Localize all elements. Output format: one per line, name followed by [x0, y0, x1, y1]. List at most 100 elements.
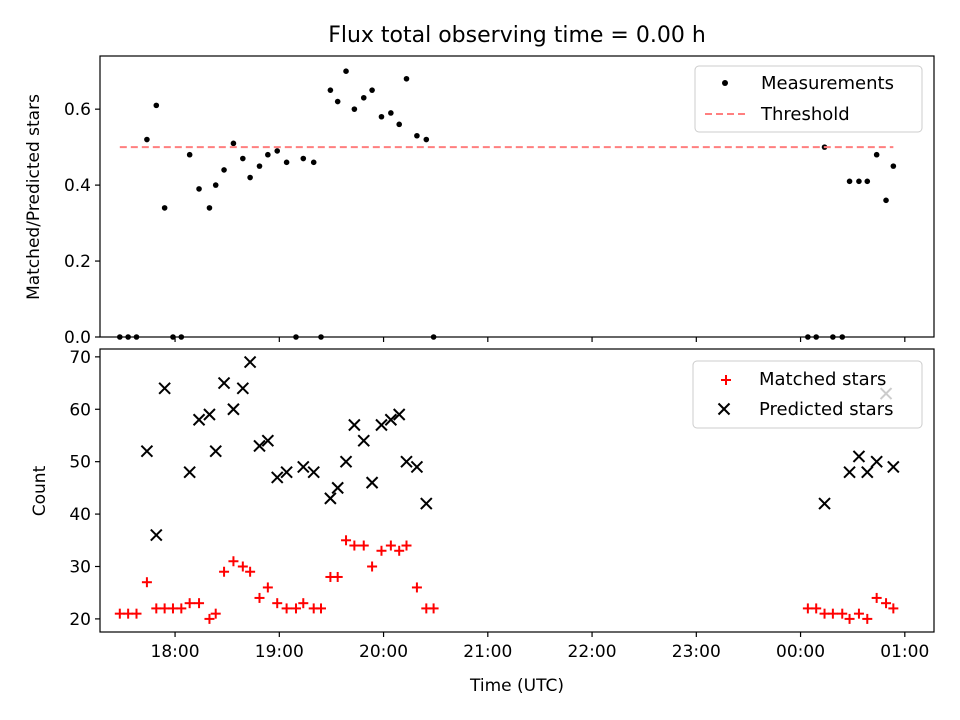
measurement-point: [423, 136, 430, 143]
measurement-point: [221, 167, 227, 173]
predicted-stars-point: [243, 355, 257, 369]
bottom-panel: 20 30 40 50 60 70 18:00 19:00 20:00 21:00 22:00 23…: [30, 348, 935, 696]
y-tick-label: 0.4: [64, 176, 91, 196]
measurement-point: [161, 205, 168, 211]
x-axis-label: Time (UTC): [469, 676, 564, 696]
bottom-x-ticks: 18:00 19:00 20:00 21:00 22:00 23:00 00:00 01:00: [151, 632, 929, 662]
measurement-point: [327, 87, 334, 93]
measurement-point: [883, 197, 889, 204]
matched-stars-point: [204, 613, 215, 624]
predicted-stars-point: [253, 439, 266, 453]
predicted-stars-point: [818, 497, 831, 510]
predicted-stars-point: [150, 528, 163, 542]
matched-stars-point: [272, 598, 283, 609]
predicted-stars-point: [400, 455, 413, 468]
top-y-ticks: 0.0 0.2 0.4 0.6: [64, 100, 100, 348]
top-y-axis-label: Matched/Predicted stars: [24, 94, 44, 300]
y-tick-label: 50: [69, 453, 91, 473]
legend-matched-marker: [721, 375, 731, 385]
measurement-point: [212, 182, 219, 188]
y-tick-label: 60: [69, 400, 91, 420]
measurement-point: [334, 98, 341, 105]
matched-stars-point: [114, 608, 125, 619]
predicted-stars-point: [843, 465, 856, 479]
predicted-stars-point: [158, 382, 171, 395]
matched-stars-point: [411, 582, 422, 593]
measurement-point: [196, 186, 202, 192]
matched-stars-point: [151, 603, 162, 614]
measurement-point: [343, 68, 349, 74]
predicted-stars-point: [357, 434, 370, 447]
bottom-y-axis-label: Count: [30, 465, 50, 516]
predicted-stars-point: [140, 444, 154, 458]
measurement-point: [206, 205, 213, 211]
matched-stars-point: [184, 598, 195, 609]
chart-title: Flux total observing time = 0.00 h: [328, 23, 706, 48]
matched-stars-point: [385, 540, 396, 551]
measurement-point: [230, 140, 237, 147]
matched-stars-point: [141, 577, 152, 588]
matched-stars-point: [428, 603, 439, 614]
matched-stars-point: [210, 608, 221, 619]
matched-stars-point: [844, 613, 855, 624]
x-tick-label: 20:00: [359, 642, 408, 662]
predicted-stars-point: [227, 403, 240, 416]
predicted-stars-point: [365, 476, 379, 489]
predicted-stars-point: [852, 450, 866, 463]
measurement-point: [864, 178, 871, 185]
matched-stars-point: [802, 603, 813, 614]
matched-stars-point: [358, 540, 369, 551]
measurement-point: [240, 155, 246, 162]
matched-stars-point: [262, 582, 273, 593]
predicted-stars-point: [324, 492, 337, 505]
x-tick-label: 00:00: [776, 642, 825, 662]
predicted-stars-point: [192, 413, 206, 426]
predicted-stars-point: [236, 382, 250, 395]
measurement-point: [144, 136, 150, 143]
measurement-point: [265, 151, 271, 158]
matched-stars-point: [228, 556, 239, 567]
matched-stars-point: [819, 608, 830, 619]
legend-measurements-marker: [722, 80, 728, 86]
matched-stars-point: [194, 598, 205, 609]
predicted-stars-point: [297, 460, 310, 474]
predicted-stars-point: [348, 418, 361, 432]
measurement-point: [369, 87, 375, 93]
predicted-stars-point: [375, 418, 388, 432]
y-tick-label: 70: [69, 348, 91, 368]
measurement-point: [856, 178, 862, 185]
measurement-point: [283, 159, 290, 166]
bottom-y-ticks: 20 30 40 50 60 70: [69, 348, 100, 630]
predicted-stars-point: [870, 455, 883, 468]
predicted-stars-point: [271, 471, 284, 484]
matched-stars-point: [401, 540, 412, 551]
y-tick-label: 0.2: [64, 252, 91, 272]
predicted-stars-point: [307, 465, 320, 479]
measurement-point: [403, 75, 410, 82]
matched-stars-point: [159, 603, 170, 614]
matched-stars-point: [219, 566, 230, 577]
matched-stars-point: [827, 608, 838, 619]
predicted-stars-point: [887, 460, 900, 474]
legend-predicted-marker: [717, 402, 731, 416]
matched-stars-point: [837, 608, 848, 619]
measurement-point: [153, 102, 160, 109]
x-tick-label: 22:00: [568, 642, 617, 662]
measurement-point: [186, 151, 193, 158]
matched-stars-point: [123, 608, 134, 619]
matched-stars-point: [245, 566, 256, 577]
predicted-stars-point: [410, 460, 424, 474]
measurement-point: [890, 163, 897, 169]
measurement-point: [414, 132, 420, 139]
top-legend: Measurements Threshold: [694, 65, 923, 133]
matched-stars-point: [131, 608, 142, 619]
matched-stars-point: [316, 603, 327, 614]
predicted-stars-point: [331, 481, 344, 495]
predicted-stars-point: [384, 413, 398, 426]
matched-stars-point: [237, 561, 248, 572]
matched-stars-point: [167, 603, 178, 614]
y-tick-label: 0.0: [64, 328, 91, 348]
x-tick-label: 18:00: [151, 642, 200, 662]
top-legend-box: [694, 65, 923, 133]
